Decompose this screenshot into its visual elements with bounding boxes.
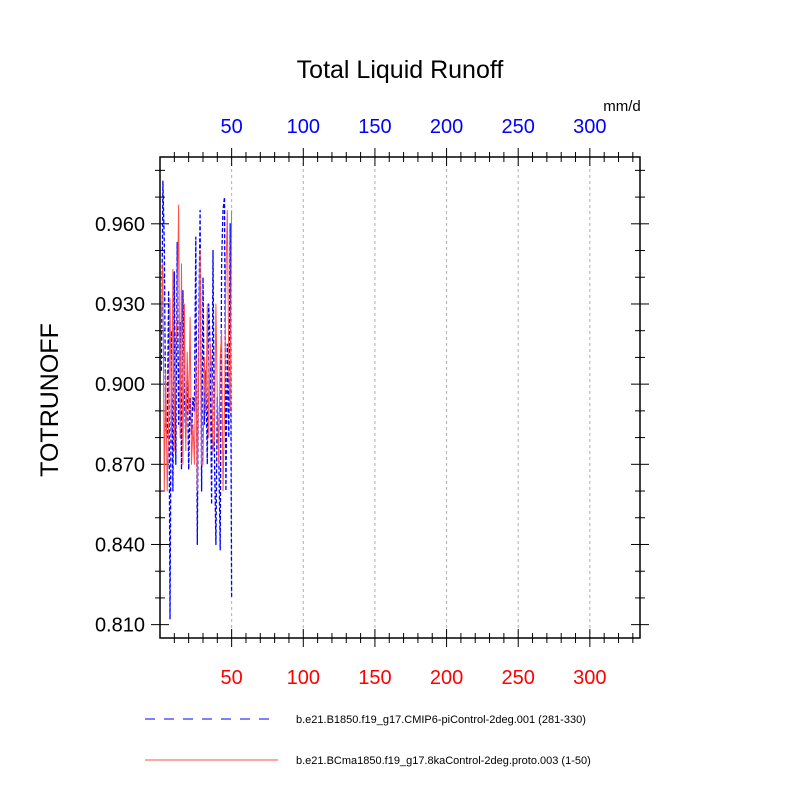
x-tick-label-top: 250	[502, 116, 535, 138]
plot-frame	[159, 156, 641, 639]
legend: b.e21.B1850.f19_g17.CMIP6-piControl-2deg…	[145, 714, 591, 767]
x-tick-label-top: 100	[287, 116, 320, 138]
series-line-2	[160, 204, 233, 492]
x-tick-labels-top: 50 100 150 200 250 300	[221, 116, 607, 138]
y-tick-label: 0.930	[95, 294, 145, 316]
legend-label-1: b.e21.B1850.f19_g17.CMIP6-piControl-2deg…	[296, 714, 586, 726]
y-tick-label: 0.840	[95, 534, 145, 556]
x-tick-label-top: 300	[573, 116, 606, 138]
tick-marks	[151, 148, 649, 647]
x-tick-labels-bottom: 50 100 150 200 250 300	[221, 667, 607, 689]
legend-label-2: b.e21.BCma1850.f19_g17.8kaControl-2deg.p…	[296, 755, 591, 767]
x-tick-label-bottom: 100	[287, 667, 320, 689]
grid-lines	[231, 157, 591, 638]
x-tick-label-top: 200	[430, 116, 463, 138]
chart-title: Total Liquid Runoff	[297, 56, 504, 84]
y-axis-label: TOTRUNOFF	[36, 323, 64, 477]
x-tick-label-top: 50	[221, 116, 243, 138]
units-label: mm/d	[603, 98, 641, 115]
x-tick-label-bottom: 250	[502, 667, 535, 689]
plot-series	[160, 180, 233, 620]
x-tick-label-bottom: 50	[221, 667, 243, 689]
x-tick-label-bottom: 200	[430, 667, 463, 689]
y-tick-labels: 0.810 0.840 0.870 0.900 0.930 0.960	[95, 214, 145, 637]
x-tick-label-bottom: 300	[573, 667, 606, 689]
x-tick-label-bottom: 150	[358, 667, 391, 689]
y-tick-label: 0.900	[95, 374, 145, 396]
y-tick-label: 0.870	[95, 454, 145, 476]
y-tick-label: 0.810	[95, 615, 145, 637]
y-tick-label: 0.960	[95, 214, 145, 236]
x-tick-label-top: 150	[358, 116, 391, 138]
